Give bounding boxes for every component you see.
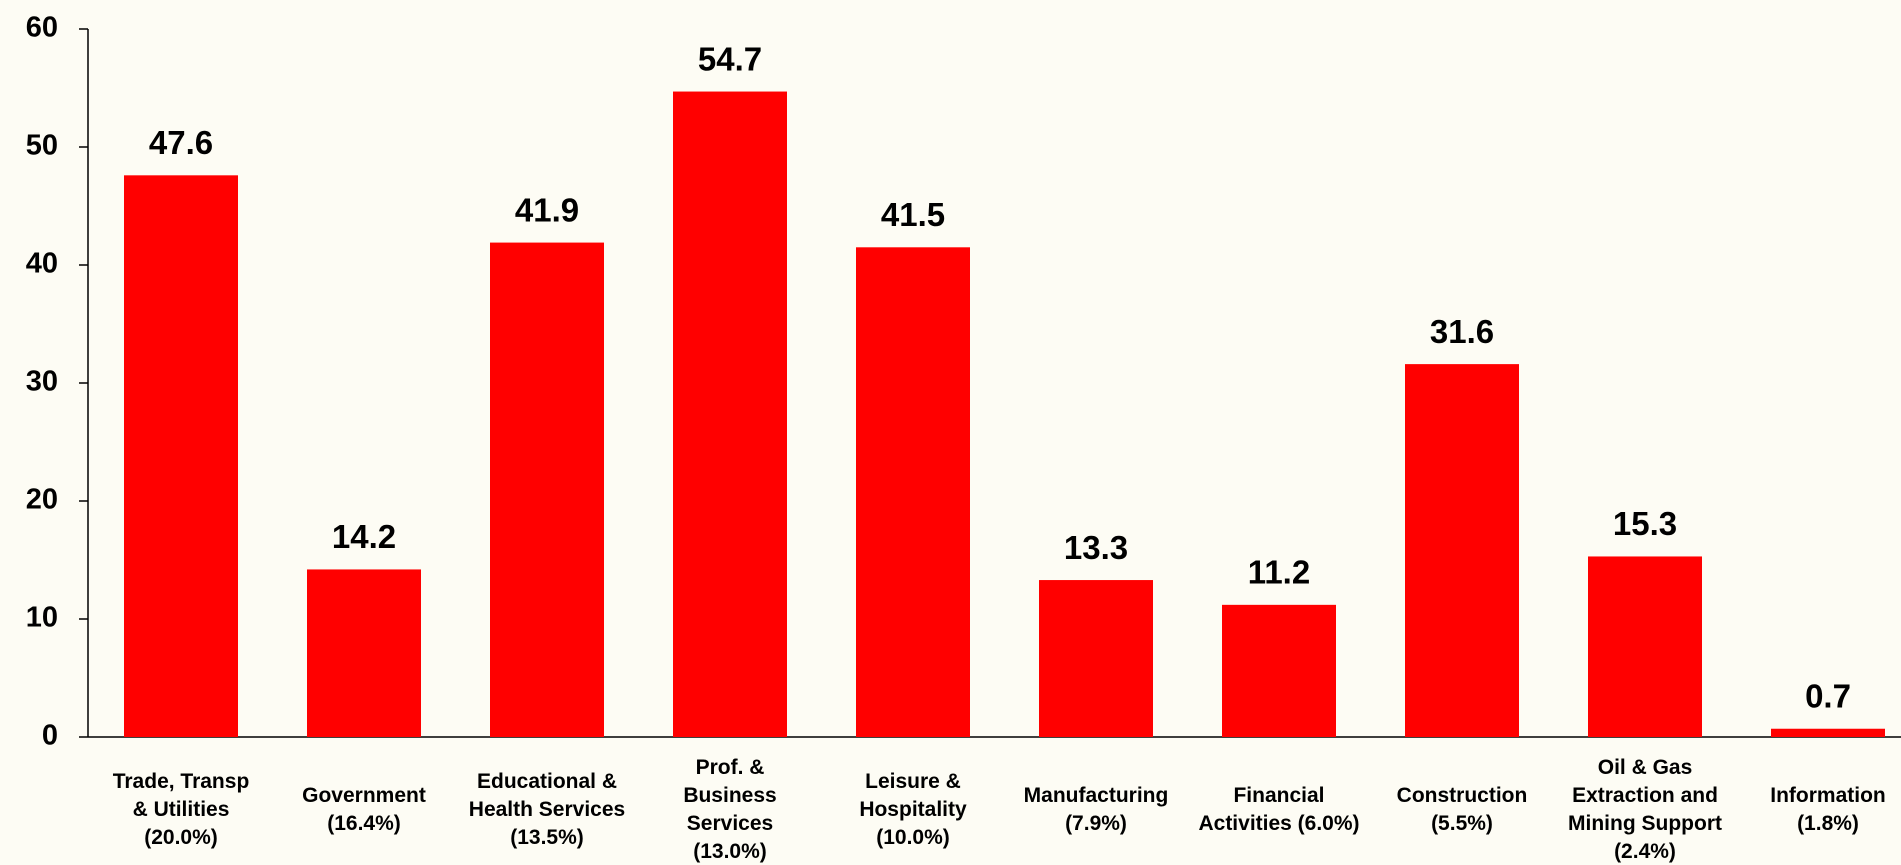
x-tick-label: Trade, Transp & Utilities (20.0%)	[113, 770, 250, 849]
x-tick-label-line: Leisure &	[865, 770, 961, 793]
y-tick-label: 40	[26, 248, 58, 280]
x-tick-label-line: Prof. &	[696, 756, 765, 779]
bar	[1771, 728, 1885, 737]
y-tick-label: 10	[26, 602, 58, 634]
x-tick-label: Leisure & Hospitality (10.0%)	[859, 770, 967, 849]
x-tick-label: Government (16.4%)	[302, 784, 426, 835]
value-label: 13.3	[1064, 529, 1128, 566]
x-tick-label-line: Health Services	[469, 798, 625, 821]
x-tick-label: Construction (5.5%)	[1397, 784, 1528, 835]
value-label: 15.3	[1613, 505, 1677, 542]
value-label: 41.5	[881, 196, 945, 233]
x-tick-label-line: Oil & Gas	[1598, 756, 1693, 779]
y-tick-label: 50	[26, 130, 58, 162]
x-tick-label-line: Trade, Transp	[113, 770, 250, 793]
x-tick-label-line: Government	[302, 784, 426, 807]
x-tick-label: Manufacturing (7.9%)	[1024, 784, 1169, 835]
x-tick-label-line: & Utilities	[133, 798, 230, 821]
y-tick-label: 0	[42, 720, 58, 752]
x-tick-label-line: (13.5%)	[510, 826, 584, 849]
y-tick-label: 60	[26, 12, 58, 44]
bar	[856, 247, 970, 738]
bar	[1588, 556, 1702, 737]
x-tick-label: Financial Activities (6.0%)	[1198, 784, 1359, 835]
value-label: 0.7	[1805, 677, 1851, 714]
y-tick-label: 20	[26, 484, 58, 516]
x-tick-label-line: Extraction and	[1572, 784, 1718, 807]
bar	[673, 91, 787, 738]
x-tick-label: Prof. & Business Services (13.0%)	[683, 756, 776, 863]
x-tick-label-line: (7.9%)	[1065, 812, 1127, 835]
x-tick-label-line: (16.4%)	[327, 812, 401, 835]
bar	[490, 242, 604, 737]
value-label: 54.7	[698, 40, 762, 77]
x-tick-label: Oil & Gas Extraction and Mining Support (2.…	[1568, 756, 1722, 863]
x-tick-label-line: Manufacturing	[1024, 784, 1169, 807]
x-tick-label-line: Information	[1770, 784, 1886, 807]
value-label: 14.2	[332, 518, 396, 555]
bar	[1405, 364, 1519, 737]
x-tick-label-line: Financial	[1233, 784, 1324, 807]
bar	[124, 175, 238, 737]
x-tick-label: Information (1.8%)	[1770, 784, 1886, 835]
bar	[307, 569, 421, 737]
x-tick-label-line: (20.0%)	[144, 826, 218, 849]
x-tick-label-line: (5.5%)	[1431, 812, 1493, 835]
value-label: 11.2	[1248, 554, 1310, 591]
x-tick-label-line: (10.0%)	[876, 826, 950, 849]
x-tick-label-line: Activities (6.0%)	[1198, 812, 1359, 835]
y-tick-label: 30	[26, 366, 58, 398]
x-tick-label-line: Mining Support	[1568, 812, 1722, 835]
x-tick-label-line: (1.8%)	[1797, 812, 1859, 835]
value-label: 41.9	[515, 191, 579, 228]
value-label: 31.6	[1430, 313, 1494, 350]
x-tick-label-line: Services	[687, 812, 773, 835]
x-tick-label: Educational & Health Services (13.5%)	[469, 770, 625, 849]
x-tick-label-line: Educational &	[477, 770, 617, 793]
bar	[1222, 604, 1336, 737]
x-tick-label-line: Construction	[1397, 784, 1528, 807]
x-tick-label-line: Hospitality	[859, 798, 967, 821]
bar	[1039, 580, 1153, 737]
value-label: 47.6	[149, 124, 213, 161]
x-tick-label-line: (13.0%)	[693, 840, 767, 863]
x-tick-label-line: Business	[683, 784, 776, 807]
x-tick-label-line: (2.4%)	[1614, 840, 1676, 863]
